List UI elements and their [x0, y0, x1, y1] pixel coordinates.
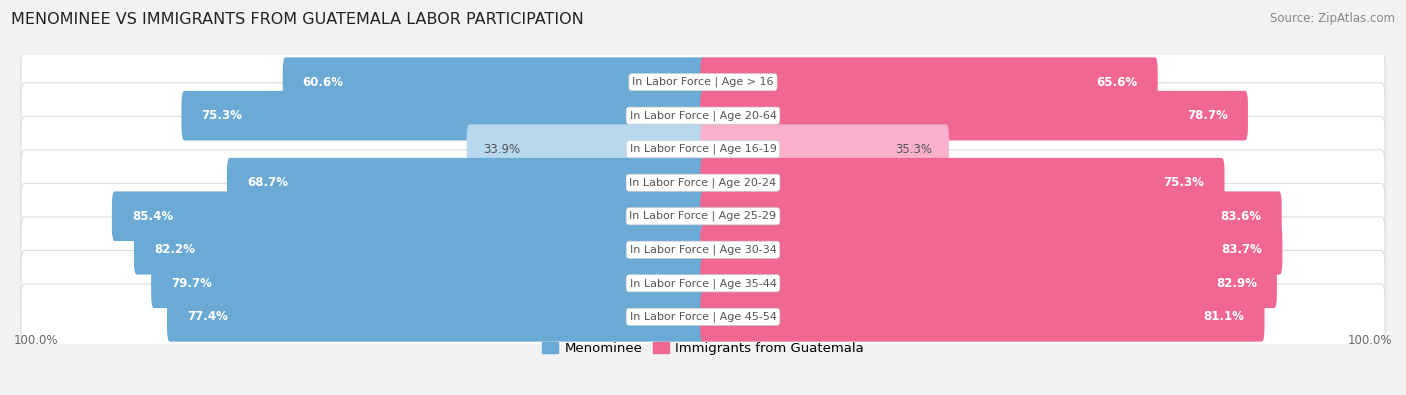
Text: In Labor Force | Age 25-29: In Labor Force | Age 25-29	[630, 211, 776, 222]
Text: Source: ZipAtlas.com: Source: ZipAtlas.com	[1270, 12, 1395, 25]
Text: In Labor Force | Age 16-19: In Labor Force | Age 16-19	[630, 144, 776, 154]
Text: 35.3%: 35.3%	[896, 143, 932, 156]
Text: 65.6%: 65.6%	[1097, 75, 1137, 88]
FancyBboxPatch shape	[21, 49, 1385, 115]
FancyBboxPatch shape	[21, 83, 1385, 149]
FancyBboxPatch shape	[134, 225, 706, 275]
Text: 77.4%: 77.4%	[187, 310, 228, 324]
FancyBboxPatch shape	[167, 292, 706, 342]
Text: 83.6%: 83.6%	[1220, 210, 1261, 223]
FancyBboxPatch shape	[700, 292, 1264, 342]
FancyBboxPatch shape	[700, 158, 1225, 207]
Text: In Labor Force | Age 20-64: In Labor Force | Age 20-64	[630, 110, 776, 121]
Text: 83.7%: 83.7%	[1222, 243, 1263, 256]
FancyBboxPatch shape	[283, 57, 706, 107]
FancyBboxPatch shape	[226, 158, 706, 207]
Text: 75.3%: 75.3%	[1164, 176, 1205, 189]
Text: 68.7%: 68.7%	[247, 176, 288, 189]
Text: In Labor Force | Age 45-54: In Labor Force | Age 45-54	[630, 312, 776, 322]
FancyBboxPatch shape	[21, 284, 1385, 350]
Text: 78.7%: 78.7%	[1187, 109, 1227, 122]
Legend: Menominee, Immigrants from Guatemala: Menominee, Immigrants from Guatemala	[537, 337, 869, 360]
FancyBboxPatch shape	[467, 124, 706, 174]
Text: In Labor Force | Age 20-24: In Labor Force | Age 20-24	[630, 177, 776, 188]
FancyBboxPatch shape	[700, 57, 1157, 107]
FancyBboxPatch shape	[21, 250, 1385, 316]
Text: 75.3%: 75.3%	[201, 109, 242, 122]
FancyBboxPatch shape	[152, 258, 706, 308]
FancyBboxPatch shape	[21, 183, 1385, 249]
Text: 82.9%: 82.9%	[1216, 277, 1257, 290]
FancyBboxPatch shape	[700, 258, 1277, 308]
FancyBboxPatch shape	[21, 116, 1385, 182]
FancyBboxPatch shape	[700, 192, 1282, 241]
FancyBboxPatch shape	[700, 124, 949, 174]
Text: 100.0%: 100.0%	[14, 335, 59, 348]
Text: In Labor Force | Age 35-44: In Labor Force | Age 35-44	[630, 278, 776, 289]
Text: MENOMINEE VS IMMIGRANTS FROM GUATEMALA LABOR PARTICIPATION: MENOMINEE VS IMMIGRANTS FROM GUATEMALA L…	[11, 12, 583, 27]
FancyBboxPatch shape	[181, 91, 706, 141]
FancyBboxPatch shape	[112, 192, 706, 241]
FancyBboxPatch shape	[700, 225, 1282, 275]
FancyBboxPatch shape	[21, 150, 1385, 216]
Text: 60.6%: 60.6%	[302, 75, 343, 88]
Text: In Labor Force | Age > 16: In Labor Force | Age > 16	[633, 77, 773, 87]
Text: In Labor Force | Age 30-34: In Labor Force | Age 30-34	[630, 245, 776, 255]
FancyBboxPatch shape	[700, 91, 1249, 141]
Text: 81.1%: 81.1%	[1204, 310, 1244, 324]
Text: 79.7%: 79.7%	[172, 277, 212, 290]
Text: 100.0%: 100.0%	[1347, 335, 1392, 348]
Text: 33.9%: 33.9%	[484, 143, 520, 156]
FancyBboxPatch shape	[21, 217, 1385, 283]
Text: 85.4%: 85.4%	[132, 210, 173, 223]
Text: 82.2%: 82.2%	[153, 243, 195, 256]
